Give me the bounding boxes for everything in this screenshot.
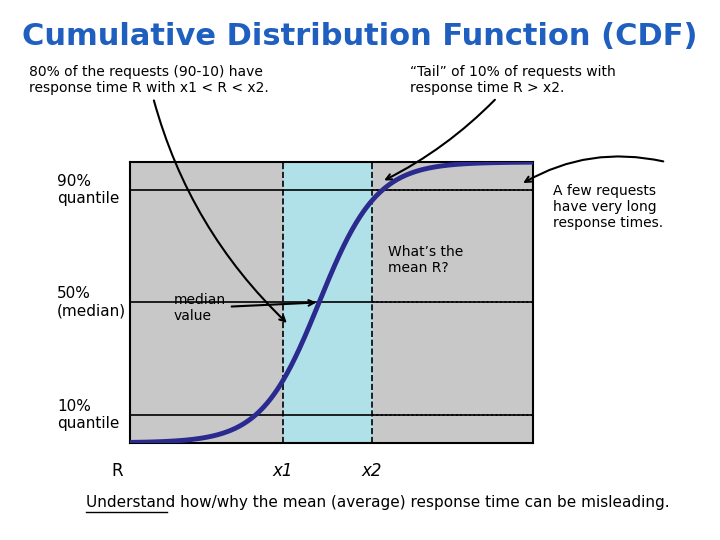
Text: 10%
quantile: 10% quantile bbox=[57, 399, 120, 431]
Text: 90%
quantile: 90% quantile bbox=[57, 174, 120, 206]
Text: R: R bbox=[112, 462, 123, 481]
Text: Cumulative Distribution Function (CDF): Cumulative Distribution Function (CDF) bbox=[22, 22, 698, 51]
Text: A few requests
have very long
response times.: A few requests have very long response t… bbox=[553, 184, 663, 230]
Text: Understand how/why the mean (average) response time can be misleading.: Understand how/why the mean (average) re… bbox=[86, 495, 670, 510]
Text: What’s the
mean R?: What’s the mean R? bbox=[387, 245, 463, 275]
Text: 80% of the requests (90-10) have
response time R with x1 < R < x2.: 80% of the requests (90-10) have respons… bbox=[29, 65, 285, 321]
Text: median
value: median value bbox=[174, 293, 314, 323]
Bar bbox=[283, 162, 372, 443]
Text: x1: x1 bbox=[273, 462, 293, 481]
Text: x2: x2 bbox=[361, 462, 382, 481]
Text: 50%
(median): 50% (median) bbox=[57, 286, 126, 319]
Text: “Tail” of 10% of requests with
response time R > x2.: “Tail” of 10% of requests with response … bbox=[386, 65, 616, 179]
